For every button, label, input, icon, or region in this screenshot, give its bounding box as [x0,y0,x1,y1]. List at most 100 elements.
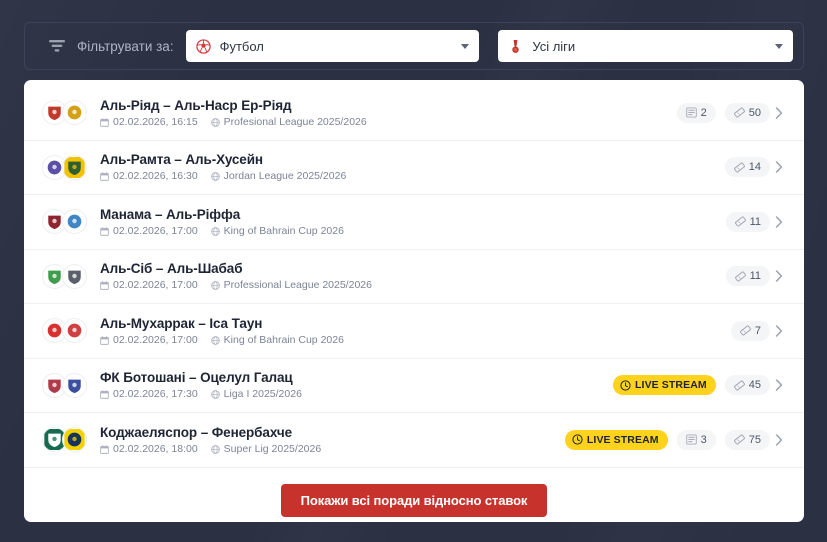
match-league: Super Lig 2025/2026 [223,442,322,455]
match-row[interactable]: Аль-Ріяд – Аль-Наср Ер-Ріяд 02.02.2026, … [24,86,804,141]
open-match-chevron[interactable] [770,379,788,391]
match-teams: ФК Ботошані – Оцелул Галац [100,370,293,386]
match-info: Аль-Рамта – Аль-Хусейн 02.02.2026, 16:30… [94,152,725,182]
match-league: Jordan League 2025/2026 [223,170,347,183]
away-team-crest-icon [62,100,87,126]
match-list: Аль-Ріяд – Аль-Наср Ер-Ріяд 02.02.2026, … [24,80,804,468]
match-badges: LIVE STREAM 3 75 [564,429,770,450]
match-row[interactable]: ФК Ботошані – Оцелул Галац 02.02.2026, 1… [24,359,804,413]
open-match-chevron[interactable] [770,161,788,173]
soccer-ball-icon [195,38,211,54]
tips-count: 75 [748,433,761,446]
open-match-chevron[interactable] [770,107,788,119]
globe-icon [210,172,220,182]
open-match-chevron[interactable] [770,325,788,337]
sport-select[interactable]: Футбол [185,30,480,62]
tips-badge[interactable]: 11 [725,266,770,287]
calendar-icon [100,227,109,236]
medal-icon [512,39,519,53]
match-meta: 02.02.2026, 17:00 King of Bahrain Cup 20… [100,334,731,346]
tips-badge[interactable]: 11 [725,211,770,232]
team-crests [42,209,94,235]
match-row[interactable]: Манама – Аль-Ріффа 02.02.2026, 17:00 Kin… [24,195,804,250]
league-select[interactable]: Усі ліги [498,30,793,62]
match-badges: 2 50 [676,102,770,123]
match-meta: 02.02.2026, 16:15 Profesional League 202… [100,116,677,128]
calendar-icon [100,445,109,454]
calendar-icon [100,336,109,345]
tips-icon [733,107,745,118]
open-match-chevron[interactable] [770,434,788,446]
tips-badge[interactable]: 75 [724,429,770,450]
team-crests [42,263,94,289]
away-team-crest-icon [62,372,87,398]
globe-icon [210,335,220,345]
open-match-chevron[interactable] [770,216,788,228]
globe-icon [210,444,220,454]
match-teams: Аль-Сіб – Аль-Шабаб [100,261,243,277]
chevron-down-icon [461,43,470,49]
match-info: Аль-Ріяд – Аль-Наср Ер-Ріяд 02.02.2026, … [94,98,677,128]
match-meta: 02.02.2026, 18:00 Super Lig 2025/2026 [100,443,565,455]
away-team-crest-icon [62,318,87,344]
articles-badge[interactable]: 3 [676,429,716,450]
tips-badge[interactable]: 14 [724,157,770,178]
live-stream-badge[interactable]: LIVE STREAM [613,375,716,396]
articles-icon [685,434,697,445]
match-teams: Аль-Мухаррак – Іса Таун [100,315,263,331]
match-meta: 02.02.2026, 16:30 Jordan League 2025/202… [100,170,725,182]
home-team-crest-icon [42,427,67,453]
tips-count: 11 [749,215,761,228]
match-info: ФК Ботошані – Оцелул Галац 02.02.2026, 1… [94,370,613,400]
match-row[interactable]: Аль-Рамта – Аль-Хусейн 02.02.2026, 16:30… [24,141,804,195]
tips-badge[interactable]: 7 [730,320,770,341]
tips-icon [733,380,745,391]
match-row[interactable]: Коджаеляспор – Фенербахче 02.02.2026, 18… [24,413,804,468]
match-badges: 11 [725,211,770,232]
live-stream-label: LIVE STREAM [635,379,707,392]
match-meta: 02.02.2026, 17:30 Liga I 2025/2026 [100,388,613,400]
match-league: King of Bahrain Cup 2026 [223,333,344,346]
sport-select-value: Футбол [219,38,264,54]
show-all-tips-button[interactable]: Покажи всі поради відносно ставок [280,483,548,517]
globe-icon [210,281,220,291]
open-match-chevron[interactable] [770,270,788,282]
calendar-icon [100,281,109,291]
articles-badge[interactable]: 2 [676,102,716,123]
filter-label: Фільтрувати за: [77,38,174,54]
match-teams: Манама – Аль-Ріффа [100,206,241,222]
matches-card: Аль-Ріяд – Аль-Наср Ер-Ріяд 02.02.2026, … [24,80,804,522]
match-badges: 7 [730,320,770,341]
live-stream-badge[interactable]: LIVE STREAM [564,429,668,450]
match-info: Аль-Мухаррак – Іса Таун 02.02.2026, 17:0… [94,316,731,346]
articles-count: 2 [700,106,707,119]
articles-icon [685,107,697,118]
match-teams: Аль-Рамта – Аль-Хусейн [100,152,263,168]
match-datetime: 02.02.2026, 17:00 [113,224,198,237]
away-team-crest-icon [62,263,87,289]
chevron-right-icon [775,325,783,337]
chevron-right-icon [775,216,783,228]
match-row[interactable]: Аль-Сіб – Аль-Шабаб 02.02.2026, 17:00 Pr… [24,250,804,304]
match-datetime: 02.02.2026, 17:00 [113,279,198,292]
match-info: Аль-Сіб – Аль-Шабаб 02.02.2026, 17:00 Pr… [94,261,726,291]
match-badges: 11 [725,266,770,287]
tips-badge[interactable]: 45 [724,375,770,396]
match-teams: Аль-Ріяд – Аль-Наср Ер-Ріяд [100,97,292,113]
home-team-crest-icon [42,209,67,235]
cta-container: Покажи всі поради відносно ставок [24,468,804,517]
match-row[interactable]: Аль-Мухаррак – Іса Таун 02.02.2026, 17:0… [24,304,804,359]
match-league: Profesional League 2025/2026 [223,115,367,128]
articles-count: 3 [700,433,707,446]
match-datetime: 02.02.2026, 18:00 [113,442,198,455]
home-team-crest-icon [42,154,67,180]
team-crests [42,318,94,344]
league-select-value: Усі ліги [532,38,576,54]
away-team-crest-icon [62,209,87,235]
live-clock-icon [572,434,583,445]
chevron-right-icon [775,270,783,282]
match-info: Коджаеляспор – Фенербахче 02.02.2026, 18… [94,425,565,455]
tips-icon [734,216,746,227]
tips-badge[interactable]: 50 [724,102,770,123]
match-datetime: 02.02.2026, 16:30 [113,170,198,183]
